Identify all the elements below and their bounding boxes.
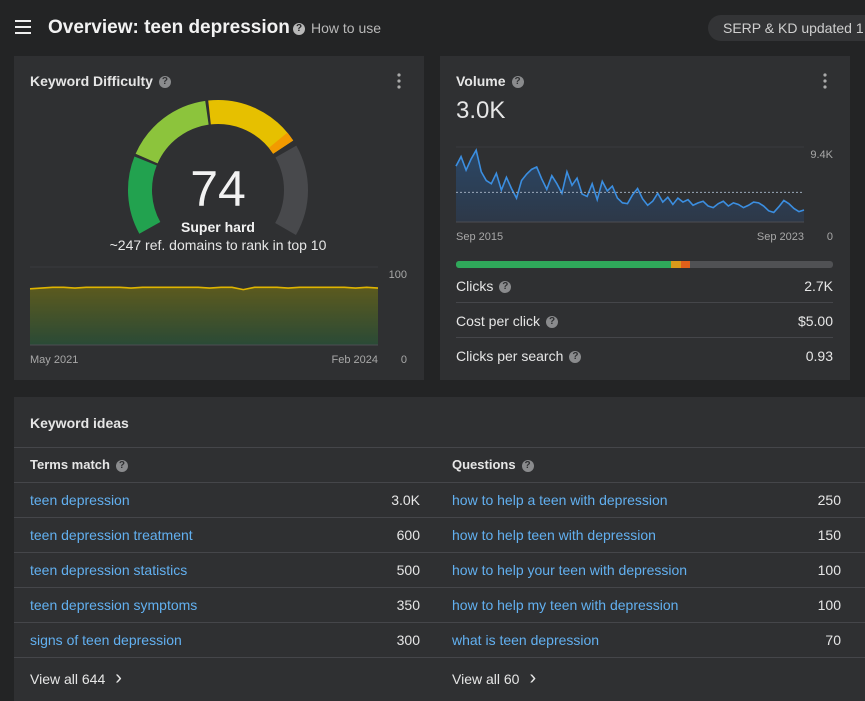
keyword-link[interactable]: teen depression xyxy=(30,492,130,508)
line xyxy=(29,286,379,291)
view-all[interactable]: View all 60 › xyxy=(452,667,537,689)
x-label: Sep 2023 xyxy=(757,231,804,243)
keyword-volume: 70 xyxy=(825,632,841,648)
divider xyxy=(14,587,436,588)
ideas-panel: Keyword ideas Terms match? teen depressio… xyxy=(14,397,865,701)
keyword-volume: 500 xyxy=(396,562,420,578)
volume-title-text: Volume xyxy=(456,73,506,89)
keyword-volume: 3.0K xyxy=(391,492,420,508)
divider xyxy=(436,587,865,588)
how-to-use[interactable]: ? How to use xyxy=(293,20,381,36)
keyword-volume: 150 xyxy=(817,527,841,543)
y-tick-label: 100 xyxy=(389,269,407,281)
divider xyxy=(14,447,865,448)
divider xyxy=(14,482,436,483)
column-title: Terms match? xyxy=(30,457,128,472)
y-tick-label: 0 xyxy=(827,231,833,243)
clicks-bar-ads xyxy=(681,261,690,268)
keyword-link[interactable]: how to help your teen with depression xyxy=(452,562,688,578)
gauge-segment xyxy=(128,156,161,234)
divider xyxy=(14,552,436,553)
help-icon[interactable]: ? xyxy=(499,281,512,294)
keyword-volume: 250 xyxy=(817,492,841,508)
kd-score: 74 xyxy=(190,161,246,217)
gauge-segment xyxy=(208,100,294,155)
gauge-segment xyxy=(135,100,210,164)
chevron[interactable]: › xyxy=(115,667,122,689)
status-pill: SERP & KD updated 1 xyxy=(708,15,865,41)
metric-value: $5.00 xyxy=(797,313,833,329)
kd-level: Super hard xyxy=(181,219,255,235)
keyword-volume: 600 xyxy=(396,527,420,543)
help-icon[interactable]: ? xyxy=(546,316,559,329)
menu-icon[interactable] xyxy=(15,20,31,34)
kd-title: Keyword Difficulty? xyxy=(30,73,171,89)
keyword-volume: 350 xyxy=(396,597,420,613)
how-to-use-text[interactable]: How to use xyxy=(311,20,382,36)
keyword-volume: 100 xyxy=(817,597,841,613)
volume-menu[interactable] xyxy=(822,73,828,89)
keyword-link[interactable]: how to help a teen with depression xyxy=(452,492,668,508)
metric-label: Clicks per search? xyxy=(456,348,582,364)
chevron[interactable]: › xyxy=(529,667,537,689)
keyword-link[interactable]: teen depression symptoms xyxy=(30,597,198,613)
area xyxy=(30,287,378,345)
metric-label: Clicks? xyxy=(456,278,512,294)
keyword-link[interactable]: how to help my teen with depression xyxy=(452,597,679,613)
x-label: Sep 2015 xyxy=(456,231,503,243)
gauge-marker xyxy=(268,132,294,154)
metric-label: Cost per click? xyxy=(456,313,559,329)
divider xyxy=(436,622,865,623)
x-label: Feb 2024 xyxy=(332,354,378,366)
help-icon[interactable]: ? xyxy=(115,459,128,472)
volume-title: Volume? xyxy=(456,73,524,89)
divider xyxy=(456,337,833,338)
kd-menu[interactable] xyxy=(396,73,402,89)
y-tick-label: 9.4K xyxy=(810,149,833,161)
ideas-title: Keyword ideas xyxy=(30,415,129,431)
clicks-bar-organic xyxy=(456,261,671,268)
view-all[interactable]: View all 644 › xyxy=(30,667,122,689)
line xyxy=(455,148,805,214)
divider xyxy=(436,657,865,658)
metric-value: 0.93 xyxy=(805,348,833,364)
divider xyxy=(436,517,865,518)
keyword-link[interactable]: teen depression statistics xyxy=(30,562,188,578)
divider xyxy=(14,517,436,518)
divider xyxy=(436,482,865,483)
keyword-link[interactable]: what is teen depression xyxy=(452,632,600,648)
volume-value: 3.0K xyxy=(456,97,506,124)
clicks-bar xyxy=(456,261,833,268)
y-tick-label: 0 xyxy=(401,354,407,366)
area xyxy=(456,150,804,222)
keyword-link[interactable]: how to help teen with depression xyxy=(452,527,656,543)
keyword-link[interactable]: teen depression treatment xyxy=(30,527,193,543)
divider xyxy=(14,657,436,658)
divider xyxy=(14,622,436,623)
help-icon[interactable]: ? xyxy=(521,459,534,472)
header: Overview: teen depression ? How to use SE… xyxy=(0,0,865,55)
clicks-bar-paid xyxy=(671,261,681,268)
divider xyxy=(456,302,833,303)
charts: 74 Super hard ~247 ref. domains to rank in… xyxy=(29,100,834,366)
gauge-rest xyxy=(274,145,308,235)
metric-value: 2.7K xyxy=(804,278,833,294)
status-text: SERP & KD updated 1 xyxy=(723,20,864,36)
kd-note: ~247 ref. domains to rank in top 10 xyxy=(110,237,327,253)
kd-title-text: Keyword Difficulty xyxy=(30,73,153,89)
help-icon[interactable]: ? xyxy=(569,351,582,364)
keyword-link[interactable]: signs of teen depression xyxy=(30,632,182,648)
column-title: Questions? xyxy=(452,457,534,472)
keyword-volume: 100 xyxy=(817,562,841,578)
keyword-volume: 300 xyxy=(396,632,420,648)
x-label: May 2021 xyxy=(30,354,78,366)
page-title: Overview: teen depression xyxy=(48,17,290,38)
divider xyxy=(436,552,865,553)
